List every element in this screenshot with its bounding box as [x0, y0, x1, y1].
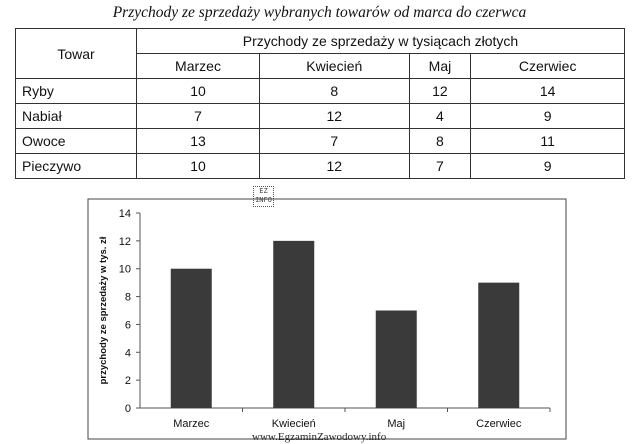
- table-header-row: Towar Przychody ze sprzedaży w tysiącach…: [15, 28, 625, 79]
- y-tick-label: 10: [119, 264, 131, 276]
- bar: [478, 282, 520, 408]
- row-label: Nabiał: [15, 103, 137, 129]
- row-label: Owoce: [15, 128, 137, 154]
- y-axis-label: przychody ze sprzedaży w tys. zł: [98, 236, 109, 384]
- ez-info-stamp: EZ INFO: [253, 186, 274, 207]
- y-tick-label: 0: [125, 403, 131, 415]
- column-header: Marzec: [136, 53, 260, 79]
- row-label: Ryby: [15, 78, 137, 104]
- group-header: Przychody ze sprzedaży w tysiącach złoty…: [136, 28, 625, 54]
- column-header: Kwiecień: [259, 53, 410, 79]
- table-cell: 9: [470, 153, 625, 179]
- table-cell: 9: [470, 103, 625, 129]
- site-watermark: www.EgzaminZawodowy.info: [252, 431, 387, 443]
- table-row: Owoce 13 7 8 11: [15, 128, 625, 154]
- bar: [273, 240, 315, 408]
- x-tick-label: Kwiecień: [272, 418, 316, 430]
- x-tick-label: Czerwiec: [476, 418, 522, 430]
- y-tick-label: 2: [125, 375, 131, 387]
- bar: [170, 268, 212, 408]
- x-tick-label: Maj: [387, 418, 405, 430]
- y-tick-label: 14: [119, 208, 131, 220]
- y-tick-label: 8: [125, 292, 131, 304]
- table-cell: 12: [259, 153, 410, 179]
- table-cell: 7: [408, 153, 472, 179]
- table-cell: 7: [259, 128, 410, 154]
- table-cell: 12: [408, 78, 472, 104]
- table-column-row: Marzec Kwiecień Maj Czerwiec: [16, 53, 625, 79]
- table-cell: 10: [136, 78, 260, 104]
- corner-header: Towar: [15, 28, 137, 79]
- y-tick-label: 6: [125, 319, 131, 331]
- chart-title: Przychody ze sprzedaży wybranych towarów…: [112, 4, 527, 21]
- table-cell: 10: [136, 153, 260, 179]
- table-row: Pieczywo 10 12 7 9: [15, 153, 625, 179]
- y-tick-label: 4: [125, 347, 131, 359]
- bar: [375, 310, 417, 408]
- y-tick-label: 12: [119, 236, 131, 248]
- sales-table: Towar Przychody ze sprzedaży w tysiącach…: [15, 28, 625, 179]
- x-tick-label: Marzec: [173, 418, 210, 430]
- row-label: Pieczywo: [15, 153, 137, 179]
- chart-frame: [87, 198, 567, 440]
- table-row: Nabiał 7 12 4 9: [15, 103, 625, 129]
